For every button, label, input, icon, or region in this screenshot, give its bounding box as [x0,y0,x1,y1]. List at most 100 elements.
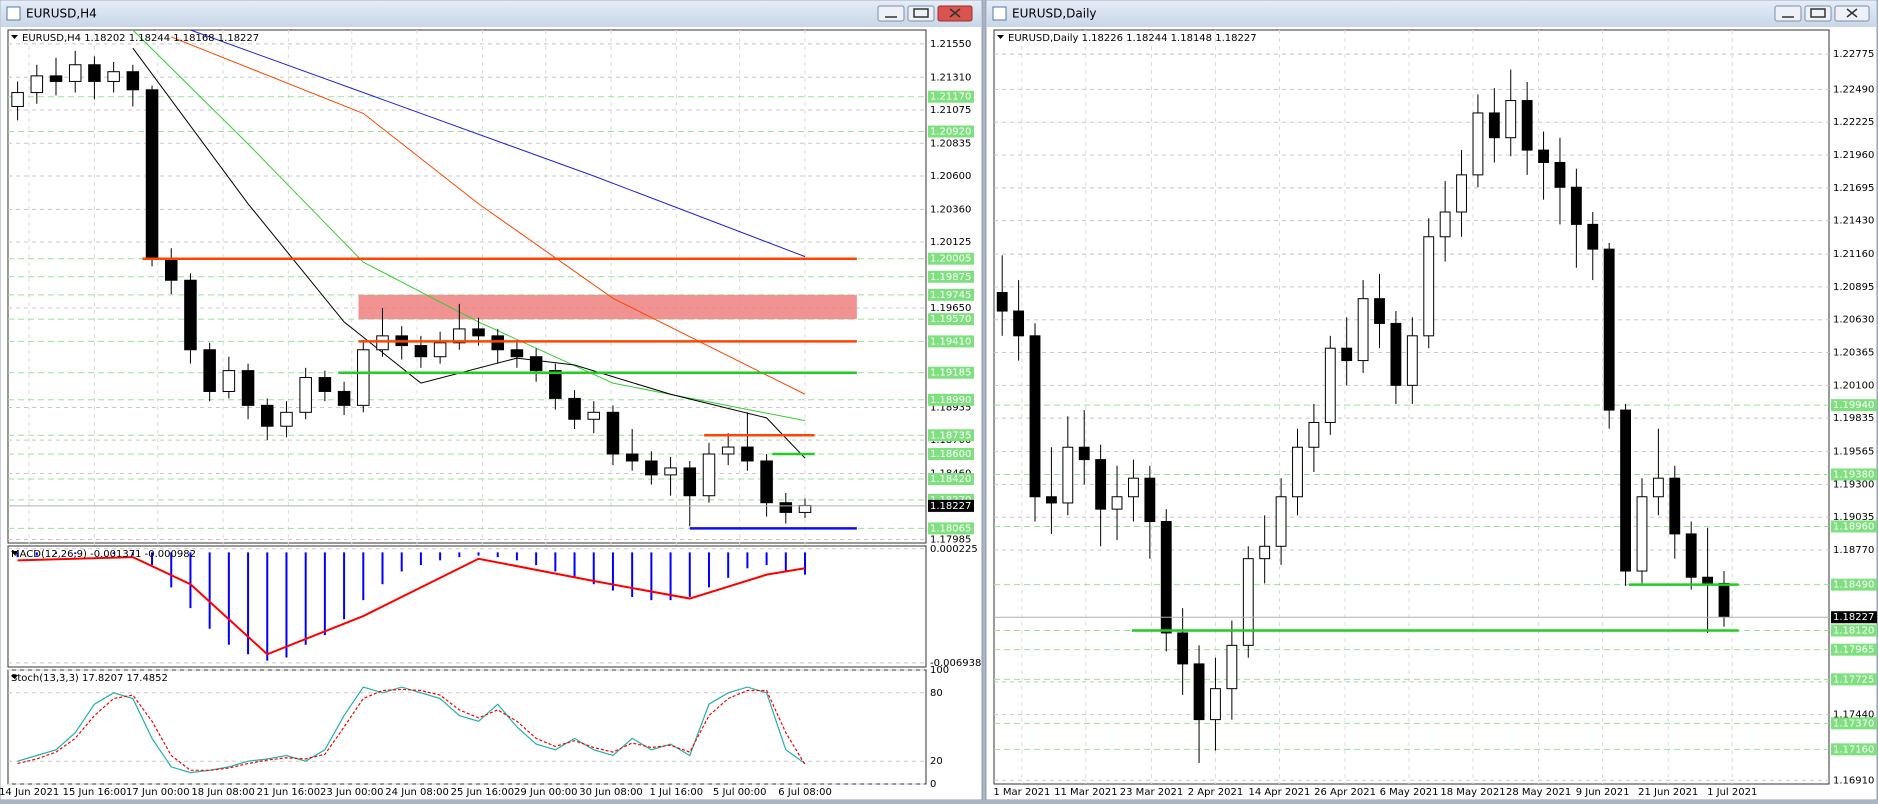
candle-body [472,328,485,337]
level-label: 1.17370 [1833,718,1874,729]
x-tick-label: 14 Jun 2021 [0,787,59,798]
candle-body [49,75,63,82]
y-tick-label: 80 [930,688,943,699]
candle-body [1078,446,1090,461]
y-tick-label: 1.20600 [930,171,971,182]
x-tick-label: 28 May 2021 [1506,787,1571,798]
y-tick-label: 1.22225 [1833,117,1874,128]
y-tick-label: 1.17440 [1833,710,1874,721]
candle-body [1242,558,1254,646]
macd-signal [17,556,806,656]
candle-body [1505,100,1517,139]
resistance-zone [358,294,857,320]
level-label-box [928,393,974,406]
candle-body [280,411,293,427]
level-label-box [928,288,974,301]
y-tick-label: 1.19835 [1833,413,1874,424]
plots: 1.21550 1.21310 1.21075 1.20835 1.20600 1.203… [0,29,1877,798]
candle-body [779,502,793,513]
y-tick-label: 20 [930,756,943,767]
candle-body [1292,446,1303,498]
x-tick-label: 18 May 2021 [1440,787,1505,798]
candle-body [1488,112,1500,139]
stoch-line [17,688,806,771]
button-glyphs [1782,8,1858,18]
level-label: 1.20005 [930,254,971,265]
candle-body [1718,582,1730,618]
level-label: 1.19875 [930,272,971,283]
candle-body [1685,533,1697,578]
candle-body [299,377,312,413]
x-tick-label: 25 Jun 16:00 [451,787,515,798]
candle-body [1160,521,1172,634]
minimize-button[interactable] [877,5,905,22]
candle-body [1620,409,1632,572]
candle-body [1226,644,1238,690]
candle-body [1357,298,1369,362]
level-label: 1.17160 [1833,744,1874,755]
candle-body [741,446,754,462]
y-tick-label: 1.21310 [930,72,971,83]
current-price-box [1831,611,1877,624]
candle-body [1652,477,1664,498]
level-label-box [1831,468,1877,481]
level-label: 1.19940 [1833,400,1874,411]
level-label-box [928,90,974,103]
level-label-box [1831,717,1877,730]
candle-body [222,370,236,392]
candle-body [645,460,658,476]
candle-body [996,291,1008,312]
candle-body [318,377,332,392]
y-tick-label: 1.21430 [1833,216,1874,227]
candle-body [1587,223,1599,250]
y-tick-label: 100 [930,665,949,676]
y-tick-label: 0.000225 [930,544,978,555]
y-tick-label: 1.21075 [930,105,971,116]
candle-body [664,467,677,476]
candle-body [164,258,178,281]
level-label-box [928,125,974,138]
candle-body [241,370,255,406]
y-tick-label: 1.17985 [930,535,971,546]
y-tick-label: 1.20895 [1833,282,1874,293]
candle-body [1636,496,1648,572]
candle-body [1341,347,1353,362]
level-label: 1.17725 [1833,674,1874,685]
level-label-box [1831,743,1877,756]
level-label-box [1831,578,1877,591]
y-tick-label: 1.22490 [1833,84,1874,95]
candle-body [1324,347,1336,423]
y-tick-label: 1.21695 [1833,183,1874,194]
x-tick-label: 2 Apr 2021 [1188,787,1243,798]
minimize-button[interactable] [1774,5,1802,22]
x-tick-label: 23 Jun 00:00 [320,787,384,798]
y-tick-label: 1.20125 [930,237,971,248]
menu-arrow [11,675,18,679]
y-tick-label: 1.18770 [1833,545,1874,556]
x-tick-label: 6 May 2021 [1380,787,1439,798]
level-label: 1.18490 [1833,580,1874,591]
level-label: 1.19410 [930,336,971,347]
current-price-label: 1.18227 [930,501,971,512]
candle-body [683,467,697,497]
candle-body [1406,335,1418,386]
panel-title: EURUSD,H4 1.18202 1.18244 1.18168 1.1822… [22,33,259,44]
window-icon [6,6,21,21]
candle-body [491,335,504,351]
candle-body [1045,496,1057,504]
window-title: EURUSD,Daily [1012,7,1097,21]
panel-title: MACD(12,26,9) -0.001371 -0.000982 [11,549,196,560]
candle-body [453,328,466,344]
candle-body [1029,335,1041,498]
candle-body [1521,100,1533,151]
current-price-box [928,499,974,512]
y-tick-label: -0.006938 [930,658,981,669]
candle-body [587,411,601,420]
moving-average [190,29,806,258]
level-label-box [1831,520,1877,533]
y-tick-label: 1.20835 [930,138,971,149]
level-label-box [928,429,974,442]
level-label-box [1831,643,1877,656]
moving-average [171,36,806,395]
